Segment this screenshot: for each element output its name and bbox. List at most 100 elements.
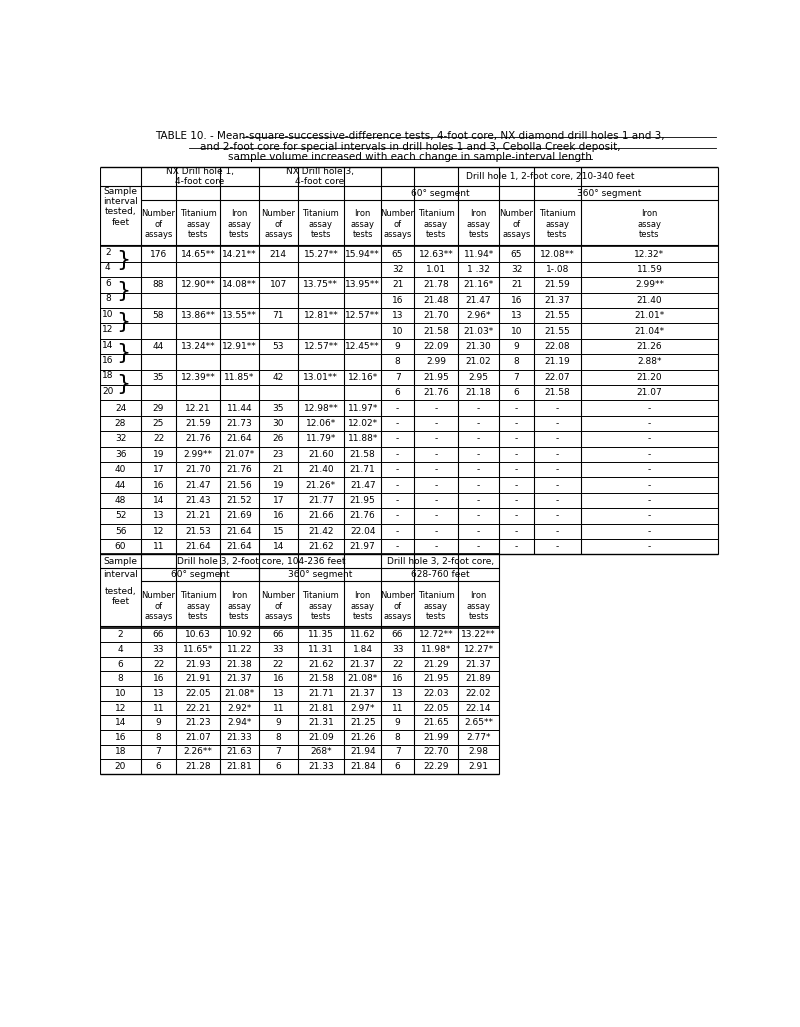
Text: 21.37: 21.37 — [350, 689, 376, 698]
Text: 22.08: 22.08 — [545, 342, 570, 351]
Text: 21.58: 21.58 — [308, 675, 334, 683]
Text: 22.03: 22.03 — [423, 689, 449, 698]
Text: 2.77*: 2.77* — [466, 733, 491, 741]
Text: 21.30: 21.30 — [466, 342, 491, 351]
Text: 23: 23 — [273, 450, 284, 459]
Text: 12.27*: 12.27* — [463, 645, 494, 654]
Text: -: - — [396, 527, 399, 536]
Text: 21.07: 21.07 — [185, 733, 211, 741]
Text: -: - — [556, 527, 559, 536]
Text: -: - — [556, 419, 559, 428]
Text: 33: 33 — [392, 645, 403, 654]
Text: 11.35: 11.35 — [308, 631, 334, 640]
Text: 24: 24 — [115, 404, 126, 413]
Text: 21.33: 21.33 — [226, 733, 252, 741]
Text: 10: 10 — [392, 327, 403, 336]
Text: 21: 21 — [273, 465, 284, 474]
Text: Sample
interval
tested,
feet: Sample interval tested, feet — [103, 187, 138, 227]
Text: 11: 11 — [392, 703, 403, 713]
Text: 22: 22 — [153, 659, 164, 669]
Text: 13.01**: 13.01** — [303, 373, 338, 382]
Text: Number
of
assays: Number of assays — [142, 592, 175, 621]
Text: -: - — [396, 434, 399, 444]
Text: 48: 48 — [115, 496, 126, 505]
Text: 21.97: 21.97 — [350, 542, 376, 551]
Text: 14.08**: 14.08** — [222, 280, 257, 290]
Text: 22: 22 — [392, 659, 403, 669]
Text: 65: 65 — [392, 250, 403, 259]
Text: 4: 4 — [105, 264, 110, 272]
Text: 107: 107 — [270, 280, 287, 290]
Text: 21.47: 21.47 — [186, 481, 211, 490]
Text: 9: 9 — [394, 342, 401, 351]
Text: 21.65: 21.65 — [423, 718, 449, 727]
Text: -: - — [515, 481, 518, 490]
Text: 21.16*: 21.16* — [463, 280, 494, 290]
Text: 29: 29 — [153, 404, 164, 413]
Text: 22.70: 22.70 — [423, 748, 449, 757]
Text: 33: 33 — [273, 645, 284, 654]
Text: Iron
assay
tests: Iron assay tests — [350, 592, 374, 621]
Text: -: - — [396, 542, 399, 551]
Text: 21: 21 — [392, 280, 403, 290]
Text: 21.55: 21.55 — [544, 327, 570, 336]
Text: }: } — [116, 251, 130, 270]
Text: -: - — [434, 434, 438, 444]
Text: -: - — [477, 404, 480, 413]
Text: 18: 18 — [114, 748, 126, 757]
Text: 21.84: 21.84 — [350, 762, 375, 771]
Text: 65: 65 — [511, 250, 522, 259]
Text: 22: 22 — [273, 659, 284, 669]
Text: 11.31: 11.31 — [308, 645, 334, 654]
Text: 8: 8 — [514, 357, 519, 367]
Text: 6: 6 — [156, 762, 162, 771]
Text: 628-760 feet: 628-760 feet — [411, 570, 470, 579]
Text: 12.57**: 12.57** — [303, 342, 338, 351]
Text: Number
of
assays: Number of assays — [262, 592, 295, 621]
Text: 8: 8 — [105, 295, 110, 303]
Text: }: } — [116, 374, 130, 393]
Text: 21.62: 21.62 — [308, 542, 334, 551]
Text: 22.21: 22.21 — [186, 703, 210, 713]
Text: 21.64: 21.64 — [226, 542, 252, 551]
Text: Sample: Sample — [103, 557, 138, 566]
Text: 21.21: 21.21 — [186, 511, 211, 521]
Text: -: - — [515, 496, 518, 505]
Text: 21.64: 21.64 — [186, 542, 211, 551]
Text: Drill hole 3, 2-foot core,: Drill hole 3, 2-foot core, — [386, 557, 494, 566]
Text: -: - — [648, 496, 651, 505]
Text: NX Drill hole 3,
4-foot core: NX Drill hole 3, 4-foot core — [286, 167, 354, 187]
Text: 12.02*: 12.02* — [348, 419, 378, 428]
Text: 21.37: 21.37 — [544, 296, 570, 305]
Text: 22.04: 22.04 — [350, 527, 375, 536]
Text: -: - — [648, 542, 651, 551]
Text: -: - — [396, 404, 399, 413]
Text: 13.22**: 13.22** — [462, 631, 496, 640]
Text: 11.94*: 11.94* — [463, 250, 494, 259]
Text: 21.58: 21.58 — [350, 450, 376, 459]
Text: 10: 10 — [511, 327, 522, 336]
Text: 1 .32: 1 .32 — [467, 265, 490, 274]
Text: 22.09: 22.09 — [423, 342, 449, 351]
Text: 2.95: 2.95 — [469, 373, 489, 382]
Text: -: - — [515, 434, 518, 444]
Text: 18: 18 — [102, 372, 114, 380]
Text: 25: 25 — [153, 419, 164, 428]
Text: 19: 19 — [273, 481, 284, 490]
Text: 12.32*: 12.32* — [634, 250, 665, 259]
Text: 9: 9 — [275, 718, 281, 727]
Text: 8: 8 — [156, 733, 162, 741]
Text: -: - — [434, 511, 438, 521]
Text: 21.01*: 21.01* — [634, 311, 665, 320]
Text: Iron
assay
tests: Iron assay tests — [227, 592, 251, 621]
Text: 176: 176 — [150, 250, 167, 259]
Text: 15.94**: 15.94** — [346, 250, 380, 259]
Text: -: - — [515, 511, 518, 521]
Text: 21.08*: 21.08* — [224, 689, 254, 698]
Text: 21.43: 21.43 — [186, 496, 211, 505]
Text: 11.59: 11.59 — [637, 265, 662, 274]
Text: 21.08*: 21.08* — [348, 675, 378, 683]
Text: -: - — [556, 450, 559, 459]
Text: 8: 8 — [394, 357, 401, 367]
Text: 12.57**: 12.57** — [346, 311, 380, 320]
